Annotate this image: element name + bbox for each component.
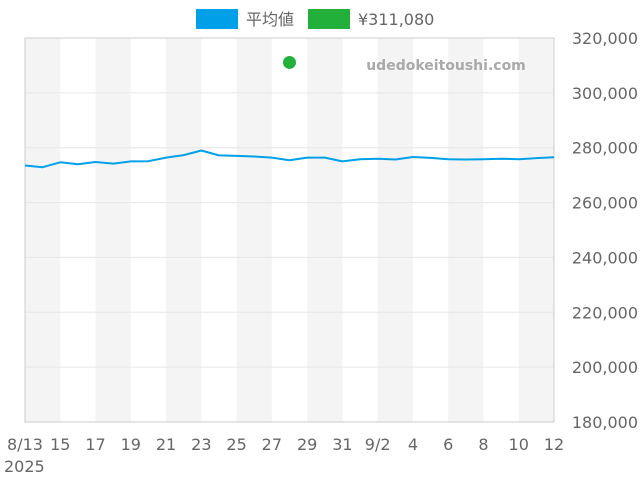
x-tick-label: 23 [191, 435, 211, 454]
current-price-point [283, 55, 296, 69]
x-tick-label: 10 [509, 435, 529, 454]
plot-frame [24, 37, 555, 423]
x-tick-label: 21 [156, 435, 176, 454]
legend-label-average: 平均値 [246, 10, 294, 29]
background-band [166, 38, 202, 422]
chart-background-bands [25, 38, 554, 422]
legend-label-current-price: ¥311,080 [358, 10, 434, 29]
x-tick-label: 29 [297, 435, 317, 454]
background-band [25, 38, 61, 422]
background-band [518, 38, 554, 422]
background-band [377, 38, 413, 422]
x-tick-label: 15 [50, 435, 70, 454]
x-tick-label: 12 [544, 435, 564, 454]
x-tick-label: 27 [262, 435, 282, 454]
y-axis-ticks: 320,000 300,000 280,000 260,000 240,000 220,0… [572, 29, 638, 432]
x-tick-label: 8/13 [7, 435, 43, 454]
x-tick-label: 9/2 [365, 435, 391, 454]
y-tick-label: 220,000 [572, 303, 638, 322]
x-tick-label: 19 [121, 435, 141, 454]
background-band [236, 38, 272, 422]
chart-gridlines [25, 92, 554, 368]
y-tick-label: 180,000 [572, 413, 638, 432]
y-tick-label: 200,000 [572, 358, 638, 377]
background-band [95, 38, 131, 422]
x-axis-ticks: 8/13 15 17 19 21 23 25 27 29 31 9/2 4 6 8 10 12 [7, 435, 564, 454]
x-tick-label: 25 [226, 435, 246, 454]
series-layer [24, 55, 555, 169]
watermark-text: udedokeitoushi.com [366, 58, 526, 74]
y-tick-label: 260,000 [572, 194, 638, 213]
legend-swatch-average [196, 9, 238, 29]
x-axis-year-label: 2025 [4, 457, 45, 476]
y-tick-label: 300,000 [572, 84, 638, 103]
x-tick-label: 8 [478, 435, 488, 454]
average-price-line [24, 149, 555, 169]
y-tick-label: 240,000 [572, 248, 638, 267]
legend: 平均値 ¥311,080 [196, 9, 434, 29]
y-tick-label: 320,000 [572, 29, 638, 48]
x-tick-label: 6 [443, 435, 453, 454]
background-band [307, 38, 343, 422]
x-tick-label: 4 [408, 435, 418, 454]
y-tick-label: 280,000 [572, 139, 638, 158]
x-tick-label: 31 [332, 435, 352, 454]
background-band [448, 38, 484, 422]
legend-swatch-current-price [308, 9, 350, 29]
x-tick-label: 17 [85, 435, 105, 454]
